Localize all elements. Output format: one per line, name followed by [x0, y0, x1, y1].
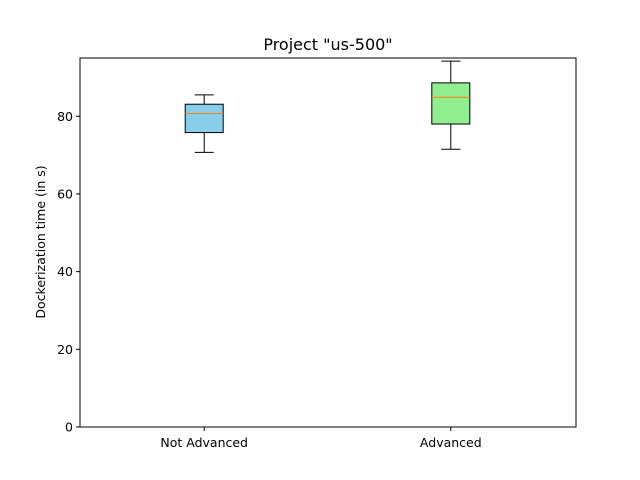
- y-tick-label-60: 60: [57, 186, 73, 201]
- y-tick-label-20: 20: [57, 342, 73, 357]
- plot-marks: [184, 60, 471, 153]
- y-tick-label-80: 80: [57, 109, 73, 124]
- iqr-box-advanced: [431, 82, 471, 125]
- y-axis-label: Dockerization time (in s): [33, 165, 48, 318]
- plot-frame: [79, 57, 577, 428]
- y-tick-label-0: 0: [65, 420, 73, 435]
- x-axis-ticks: Not Advanced Advanced: [160, 427, 482, 450]
- y-tick-label-40: 40: [57, 264, 73, 279]
- x-tick-label-advanced: Advanced: [420, 435, 482, 450]
- x-tick-label-not-advanced: Not Advanced: [160, 435, 248, 450]
- box-advanced: [431, 60, 471, 150]
- y-axis-ticks: 0 20 40 60 80: [57, 109, 80, 435]
- box-not-advanced: [184, 94, 224, 153]
- iqr-box-not-advanced: [184, 103, 224, 134]
- chart-title: Project "us-500": [263, 35, 392, 54]
